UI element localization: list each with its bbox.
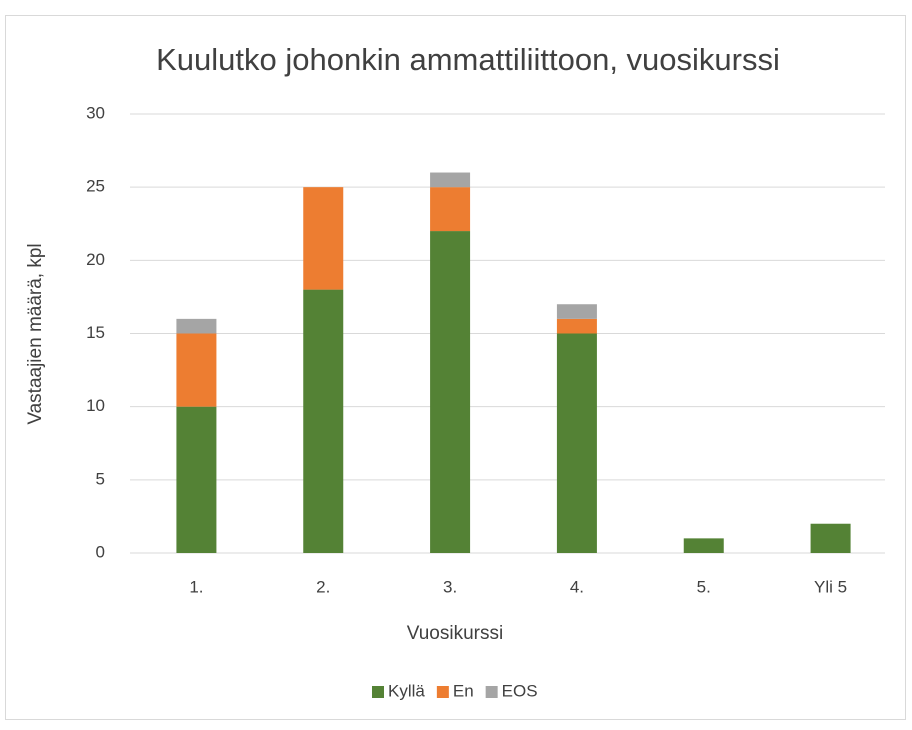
x-tick-label: 2. [316, 577, 330, 596]
y-axis-label: Vastaajien määrä, kpl [25, 243, 46, 424]
legend-swatch [485, 686, 498, 698]
bar-segment [303, 289, 344, 553]
bar-segment [556, 304, 597, 319]
x-tick-label: Yli 5 [814, 577, 847, 596]
bar-segment [303, 187, 344, 290]
y-tick-label: 25 [86, 177, 105, 196]
y-tick-label: 10 [86, 396, 105, 415]
x-tick-label: 3. [443, 577, 457, 596]
bar-segment [430, 172, 471, 188]
y-tick-label: 5 [96, 469, 105, 488]
legend-label: En [453, 681, 474, 700]
bar-segment [810, 523, 851, 553]
x-axis-label: Vuosikurssi [407, 623, 503, 644]
bar-segment [176, 318, 217, 334]
bar-segment [556, 318, 597, 334]
legend-swatch [372, 686, 384, 698]
y-tick-label: 30 [86, 103, 105, 122]
bar-segment [176, 333, 217, 407]
legend-label: EOS [502, 681, 538, 700]
y-tick-label: 15 [86, 323, 105, 342]
legend-label: Kyllä [388, 681, 425, 700]
y-tick-label: 0 [96, 542, 105, 561]
x-tick-label: 1. [189, 577, 203, 596]
bar-segment [430, 231, 471, 554]
bar-segment [430, 187, 471, 232]
y-tick-label: 20 [86, 250, 105, 269]
x-tick-label: 5. [697, 577, 711, 596]
chart-title: Kuulutko johonkin ammattiliittoon, vuosi… [156, 42, 780, 77]
legend-swatch [436, 686, 449, 698]
bar-segment [176, 406, 217, 553]
x-tick-label: 4. [570, 577, 584, 596]
bar-segment [683, 538, 724, 553]
bar-segment [556, 333, 597, 553]
